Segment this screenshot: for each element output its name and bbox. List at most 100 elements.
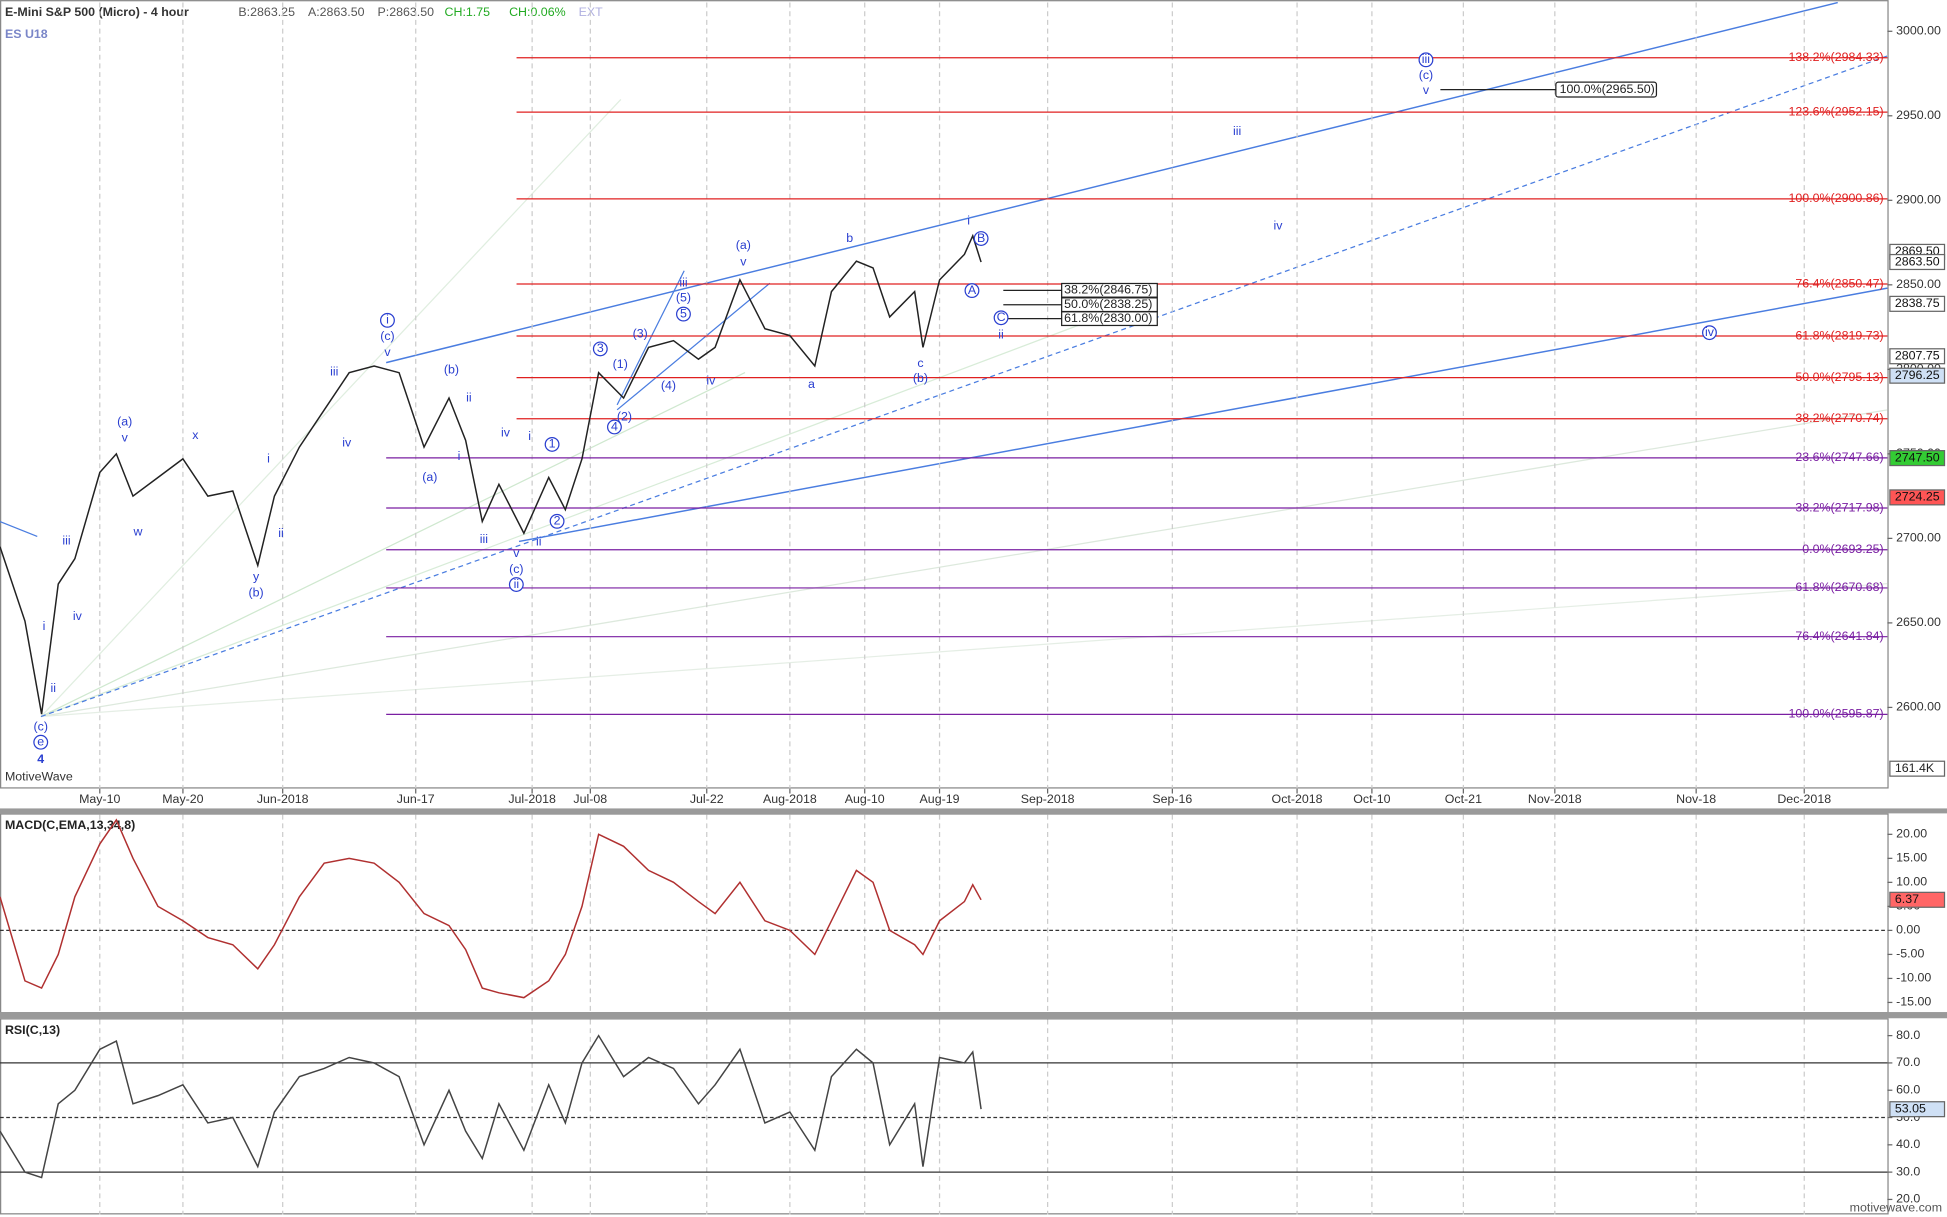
y-tick-label: 15.00 [1896, 851, 1927, 865]
x-tick-label: Nov-18 [1676, 792, 1716, 806]
x-tick-label: May-10 [79, 792, 120, 806]
trend-lines [0, 1, 1888, 718]
wave-label: w [133, 525, 143, 539]
y-tick-label: 3000.00 [1896, 24, 1941, 38]
price-tag-label: 2796.25 [1895, 368, 1940, 382]
wave-label: 1 [549, 437, 556, 451]
wave-label: (a) [736, 238, 751, 252]
fib-label: 0.0%(2693.25) [1802, 542, 1883, 556]
wave-label: iii [330, 365, 338, 379]
x-tick-label: Oct-21 [1445, 792, 1482, 806]
wave-label: i [967, 213, 970, 227]
price-tag [1889, 295, 1946, 312]
x-tick-label: Sep-2018 [1021, 792, 1075, 806]
wave-label: y [253, 569, 260, 583]
fib-label: 38.2%(2770.74) [1795, 411, 1883, 425]
price-tag-label: 2838.75 [1895, 296, 1940, 310]
price-tag [1889, 367, 1946, 384]
x-tick-label: Jul-22 [690, 792, 724, 806]
y-tick-label: 80.0 [1896, 1028, 1920, 1042]
wave-label: v [513, 546, 520, 560]
wave-label: a [808, 377, 815, 391]
target-box [1555, 81, 1658, 98]
y-tick-label: -10.00 [1896, 971, 1931, 985]
wave-circle [993, 310, 1009, 326]
volume-tag [1889, 760, 1946, 777]
wave-circle [606, 419, 622, 435]
y-tick-label: 2650.00 [1896, 615, 1941, 629]
wave-label: i [386, 313, 389, 327]
wave-label: ii [514, 577, 520, 591]
wave-label: iii [679, 275, 687, 289]
main-panel [0, 0, 1889, 789]
x-tick-label: Aug-2018 [763, 792, 817, 806]
wave-label: ii [536, 535, 542, 549]
price-tag [1889, 348, 1946, 365]
fib-label: 38.2%(2717.98) [1795, 500, 1883, 514]
series-line [0, 818, 982, 999]
wave-circle [549, 513, 565, 529]
fan-line [40, 98, 622, 717]
wave-label: iv [1705, 325, 1715, 339]
rsi-panel [0, 1018, 1889, 1215]
panel-divider [0, 808, 1947, 814]
price-tag [1889, 1101, 1946, 1118]
wave-circle [676, 306, 691, 322]
wave-label: iv [1273, 218, 1283, 232]
fib-label: 100.0%(2900.86) [1788, 191, 1883, 205]
symbol: ES U18 [5, 27, 48, 41]
quote-item: A:2863.50 [308, 5, 365, 19]
x-tick-label: Oct-2018 [1272, 792, 1323, 806]
x-tick-label: Jul-2018 [508, 792, 556, 806]
price-tag-label: 2863.50 [1895, 254, 1940, 268]
retrace-label: 38.2%(2846.75) [1064, 283, 1152, 297]
fib-label: 123.6%(2952.15) [1788, 104, 1883, 118]
price-tag-label: 2747.50 [1895, 450, 1940, 464]
wave-label: (3) [633, 326, 648, 340]
wave-label: iv [706, 373, 716, 387]
y-tick-label: 2950.00 [1896, 108, 1941, 122]
y-tick-label: 2900.00 [1896, 193, 1941, 207]
retrace-label: 61.8%(2830.00) [1064, 311, 1152, 325]
price-tag [1889, 489, 1946, 506]
watermark: MotiveWave [5, 770, 73, 784]
x-tick-label: Jun-2018 [257, 792, 309, 806]
wave-label: 5 [680, 306, 687, 320]
x-tick-label: Sep-16 [1152, 792, 1192, 806]
x-tick-label: Oct-10 [1353, 792, 1390, 806]
wave-label: iii [62, 534, 70, 548]
wave-label: iii [480, 532, 488, 546]
quote-item: CH:0.06% [509, 5, 566, 19]
quote-item: CH:1.75 [445, 5, 491, 19]
x-tick-label: Aug-10 [845, 792, 885, 806]
panel-title: MACD(C,EMA,13,34,8) [5, 818, 135, 832]
wave-label: (b) [249, 586, 264, 600]
price-tag [1889, 891, 1946, 908]
wave-label: iv [73, 609, 83, 623]
panel-divider [0, 1012, 1947, 1019]
fib-label: 100.0%(2595.87) [1788, 707, 1883, 721]
x-tick-label: Jun-17 [397, 792, 435, 806]
trend-line [385, 1, 1838, 364]
wave-label: iv [501, 426, 511, 440]
wave-label: (c) [1419, 68, 1433, 82]
price-tag-label: 53.05 [1895, 1101, 1926, 1115]
wave-label: i [43, 619, 46, 633]
y-tick-label: 2700.00 [1896, 531, 1941, 545]
wave-label: iv [342, 435, 352, 449]
wave-label: 4 [37, 752, 44, 766]
wave-label: v [122, 430, 129, 444]
wave-label: c [917, 356, 923, 370]
fib-label: 23.6%(2747.66) [1795, 450, 1883, 464]
wave-circle [592, 341, 608, 357]
wave-label: i [458, 449, 461, 463]
series-line [0, 1034, 982, 1179]
x-tick-label: Dec-2018 [1777, 792, 1831, 806]
fib-label: 50.0%(2795.13) [1795, 370, 1883, 384]
wave-circle [973, 231, 989, 246]
wave-label: ii [998, 327, 1004, 341]
fan-line [40, 409, 1888, 718]
